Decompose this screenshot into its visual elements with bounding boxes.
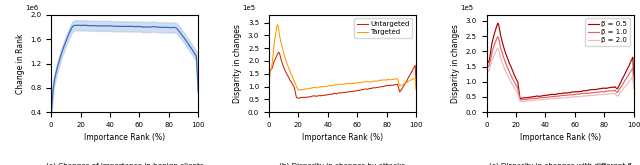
β = 2.0	[576, 95, 584, 97]
β = 2.0	[493, 47, 501, 49]
Untargeted	[295, 97, 303, 99]
Line: Targeted: Targeted	[269, 25, 416, 91]
Targeted	[324, 85, 332, 87]
Untargeted	[275, 51, 282, 53]
β = 0.5	[500, 49, 508, 51]
β = 1.0	[630, 81, 637, 83]
β = 1.0	[541, 96, 549, 98]
Text: 1e5: 1e5	[243, 5, 255, 11]
Legend: Untargeted, Targeted: Untargeted, Targeted	[355, 18, 412, 38]
Untargeted	[372, 87, 380, 89]
β = 1.0	[517, 99, 525, 101]
β = 1.0	[500, 59, 508, 61]
β = 1.0	[590, 91, 598, 93]
Line: Untargeted: Untargeted	[269, 52, 416, 98]
Untargeted	[265, 90, 273, 92]
Legend: β = 0.5, β = 1.0, β = 2.0: β = 0.5, β = 1.0, β = 2.0	[586, 18, 630, 46]
Targeted	[372, 80, 380, 82]
Untargeted	[324, 94, 332, 96]
β = 0.5	[589, 88, 597, 90]
Text: 1e5: 1e5	[460, 5, 473, 11]
Y-axis label: Disparity in changes: Disparity in changes	[451, 24, 460, 103]
β = 0.5	[531, 96, 539, 98]
Untargeted	[358, 89, 366, 91]
β = 1.0	[531, 97, 539, 99]
Line: β = 1.0: β = 1.0	[486, 37, 634, 100]
Untargeted	[372, 86, 380, 88]
X-axis label: Importance Rank (%): Importance Rank (%)	[520, 133, 600, 143]
β = 2.0	[630, 87, 637, 89]
β = 0.5	[590, 88, 598, 90]
β = 1.0	[589, 92, 597, 94]
β = 1.0	[483, 88, 490, 90]
Line: β = 0.5: β = 0.5	[486, 23, 634, 99]
Targeted	[314, 87, 321, 89]
Untargeted	[412, 80, 420, 82]
Y-axis label: Disparity in changes: Disparity in changes	[234, 24, 243, 103]
β = 1.0	[576, 93, 584, 95]
β = 2.0	[483, 91, 490, 93]
X-axis label: Importance Rank (%): Importance Rank (%)	[84, 133, 165, 143]
Targeted	[273, 24, 281, 26]
Targeted	[372, 80, 380, 82]
β = 0.5	[576, 91, 584, 93]
Line: β = 2.0: β = 2.0	[486, 48, 634, 101]
Text: (c) Disparity in changes with different β: (c) Disparity in changes with different …	[488, 163, 632, 165]
Text: (b) Disparity in changes by attacks: (b) Disparity in changes by attacks	[279, 163, 406, 165]
β = 0.5	[483, 86, 490, 88]
β = 0.5	[494, 22, 502, 24]
β = 2.0	[541, 98, 549, 100]
β = 2.0	[520, 100, 527, 102]
β = 0.5	[630, 74, 637, 76]
β = 0.5	[516, 98, 524, 100]
β = 2.0	[531, 99, 539, 101]
β = 0.5	[541, 94, 549, 96]
Y-axis label: Change in Rank: Change in Rank	[15, 33, 25, 94]
β = 2.0	[500, 68, 508, 70]
Untargeted	[283, 73, 291, 75]
β = 2.0	[589, 94, 597, 96]
β = 2.0	[590, 94, 598, 96]
Text: 1e6: 1e6	[25, 5, 38, 11]
Text: (a) Changes of importance in benign clients: (a) Changes of importance in benign clie…	[46, 163, 204, 165]
Targeted	[412, 88, 420, 90]
Targeted	[265, 90, 273, 92]
Targeted	[283, 62, 291, 64]
X-axis label: Importance Rank (%): Importance Rank (%)	[302, 133, 383, 143]
Untargeted	[314, 95, 321, 97]
β = 1.0	[493, 36, 501, 38]
Targeted	[358, 81, 365, 83]
